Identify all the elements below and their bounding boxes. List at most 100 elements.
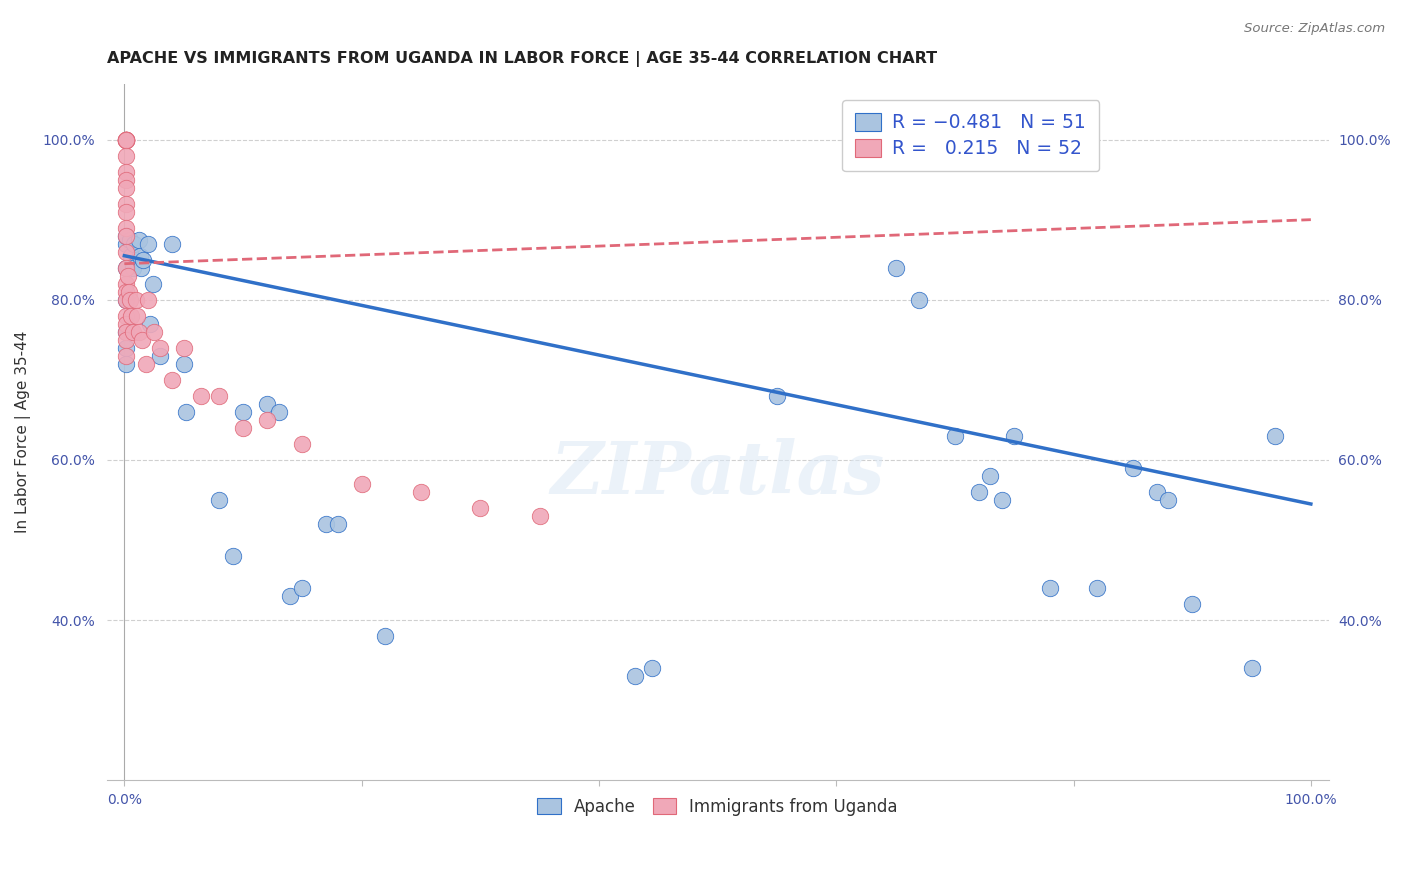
Point: [121, 325, 143, 339]
Point: [222, 549, 245, 563]
Y-axis label: In Labor Force | Age 35-44: In Labor Force | Age 35-44: [15, 331, 31, 533]
Point: [1122, 461, 1144, 475]
Point: [114, 317, 136, 331]
Point: [114, 333, 136, 347]
Point: [114, 204, 136, 219]
Point: [350, 477, 373, 491]
Point: [120, 233, 142, 247]
Point: [1085, 581, 1108, 595]
Point: [232, 405, 254, 419]
Point: [128, 325, 150, 339]
Point: [114, 285, 136, 299]
Point: [267, 405, 290, 419]
Point: [114, 309, 136, 323]
Point: [114, 132, 136, 146]
Point: [1039, 581, 1062, 595]
Point: [127, 309, 149, 323]
Point: [125, 293, 148, 307]
Point: [208, 389, 231, 403]
Point: [114, 132, 136, 146]
Point: [991, 493, 1014, 508]
Point: [136, 236, 159, 251]
Point: [114, 293, 136, 307]
Point: [114, 148, 136, 162]
Point: [149, 341, 172, 355]
Point: [114, 357, 136, 371]
Point: [120, 249, 142, 263]
Point: [160, 236, 183, 251]
Point: [114, 325, 136, 339]
Point: [208, 493, 231, 508]
Point: [1146, 485, 1168, 500]
Point: [623, 669, 645, 683]
Point: [280, 589, 302, 603]
Point: [114, 132, 136, 146]
Point: [256, 397, 278, 411]
Point: [967, 485, 990, 500]
Legend: Apache, Immigrants from Uganda: Apache, Immigrants from Uganda: [529, 789, 905, 824]
Point: [174, 405, 197, 419]
Point: [114, 132, 136, 146]
Point: [114, 228, 136, 243]
Point: [291, 581, 314, 595]
Point: [114, 260, 136, 275]
Point: [114, 164, 136, 178]
Point: [114, 180, 136, 194]
Point: [117, 268, 139, 283]
Point: [118, 285, 141, 299]
Point: [121, 260, 143, 275]
Point: [114, 325, 136, 339]
Point: [979, 469, 1001, 483]
Point: [160, 373, 183, 387]
Point: [131, 333, 153, 347]
Point: [114, 132, 136, 146]
Point: [114, 172, 136, 186]
Point: [315, 516, 337, 531]
Point: [470, 500, 492, 515]
Point: [291, 437, 314, 451]
Point: [326, 516, 349, 531]
Point: [908, 293, 931, 307]
Point: [114, 244, 136, 259]
Point: [173, 341, 195, 355]
Point: [1181, 597, 1204, 611]
Text: ZIPatlas: ZIPatlas: [551, 438, 884, 509]
Point: [529, 508, 551, 523]
Point: [766, 389, 789, 403]
Point: [114, 260, 136, 275]
Point: [374, 629, 396, 643]
Text: APACHE VS IMMIGRANTS FROM UGANDA IN LABOR FORCE | AGE 35-44 CORRELATION CHART: APACHE VS IMMIGRANTS FROM UGANDA IN LABO…: [107, 51, 936, 67]
Point: [114, 132, 136, 146]
Point: [256, 413, 278, 427]
Point: [114, 220, 136, 235]
Point: [132, 252, 155, 267]
Point: [114, 277, 136, 291]
Point: [1240, 661, 1263, 675]
Point: [641, 661, 664, 675]
Point: [114, 349, 136, 363]
Point: [135, 357, 157, 371]
Point: [173, 357, 195, 371]
Point: [136, 293, 159, 307]
Point: [114, 341, 136, 355]
Point: [943, 429, 966, 443]
Point: [142, 277, 165, 291]
Point: [409, 485, 432, 500]
Point: [143, 325, 166, 339]
Point: [114, 236, 136, 251]
Point: [114, 132, 136, 146]
Text: Source: ZipAtlas.com: Source: ZipAtlas.com: [1244, 22, 1385, 36]
Point: [139, 317, 162, 331]
Point: [120, 293, 142, 307]
Point: [114, 293, 136, 307]
Point: [122, 236, 145, 251]
Point: [114, 132, 136, 146]
Point: [128, 233, 150, 247]
Point: [120, 309, 142, 323]
Point: [1264, 429, 1286, 443]
Point: [149, 349, 172, 363]
Point: [1002, 429, 1025, 443]
Point: [114, 132, 136, 146]
Point: [232, 421, 254, 435]
Point: [1157, 493, 1180, 508]
